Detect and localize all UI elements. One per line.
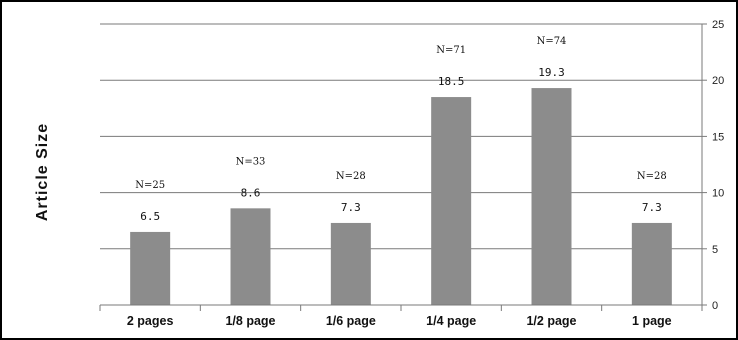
x-axis-categories: 2 pages 1/8 page 1/6 page 1/4 page 1/2 page 1… (127, 314, 672, 328)
value-label: 8.6 (241, 186, 261, 199)
data-labels: 6.5 N=25 8.6 N=33 7.3 N=28 18.5 N=71 19.3 N=74 7.3… (135, 36, 667, 223)
category-label: 1/2 page (526, 314, 576, 328)
value-label: 19.3 (538, 66, 565, 79)
y-tick-label: 20 (712, 75, 724, 87)
category-label: 1/8 page (225, 314, 275, 328)
bar (330, 222, 371, 305)
y-tick-label: 0 (712, 300, 718, 312)
bar (130, 231, 171, 305)
gridlines (99, 23, 707, 311)
n-label: N=28 (637, 171, 667, 182)
category-label: 1 page (632, 314, 672, 328)
y-axis-label: Article Size (34, 123, 51, 221)
y-tick-label: 10 (712, 188, 724, 200)
value-label: 7.3 (341, 201, 361, 214)
category-label: 1/4 page (426, 314, 476, 328)
bar (230, 208, 271, 305)
n-label: N=71 (436, 45, 466, 56)
category-label: 2 pages (127, 314, 174, 328)
bar (531, 88, 572, 306)
y-tick-label: 15 (712, 131, 724, 143)
value-label: 18.5 (438, 75, 465, 88)
category-label: 1/6 page (326, 314, 376, 328)
y-tick-label: 5 (712, 244, 718, 256)
n-label: N=28 (336, 171, 366, 182)
bars (130, 88, 672, 306)
bar (431, 97, 472, 305)
bar (631, 222, 672, 305)
value-label: 7.3 (642, 201, 662, 214)
value-label: 6.5 (140, 210, 160, 223)
y-tick-label: 25 (712, 19, 724, 31)
y-axis-ticks: 0 5 10 15 20 25 (712, 19, 724, 312)
n-label: N=33 (236, 156, 266, 167)
n-label: N=25 (135, 180, 165, 191)
n-label: N=74 (537, 36, 567, 47)
